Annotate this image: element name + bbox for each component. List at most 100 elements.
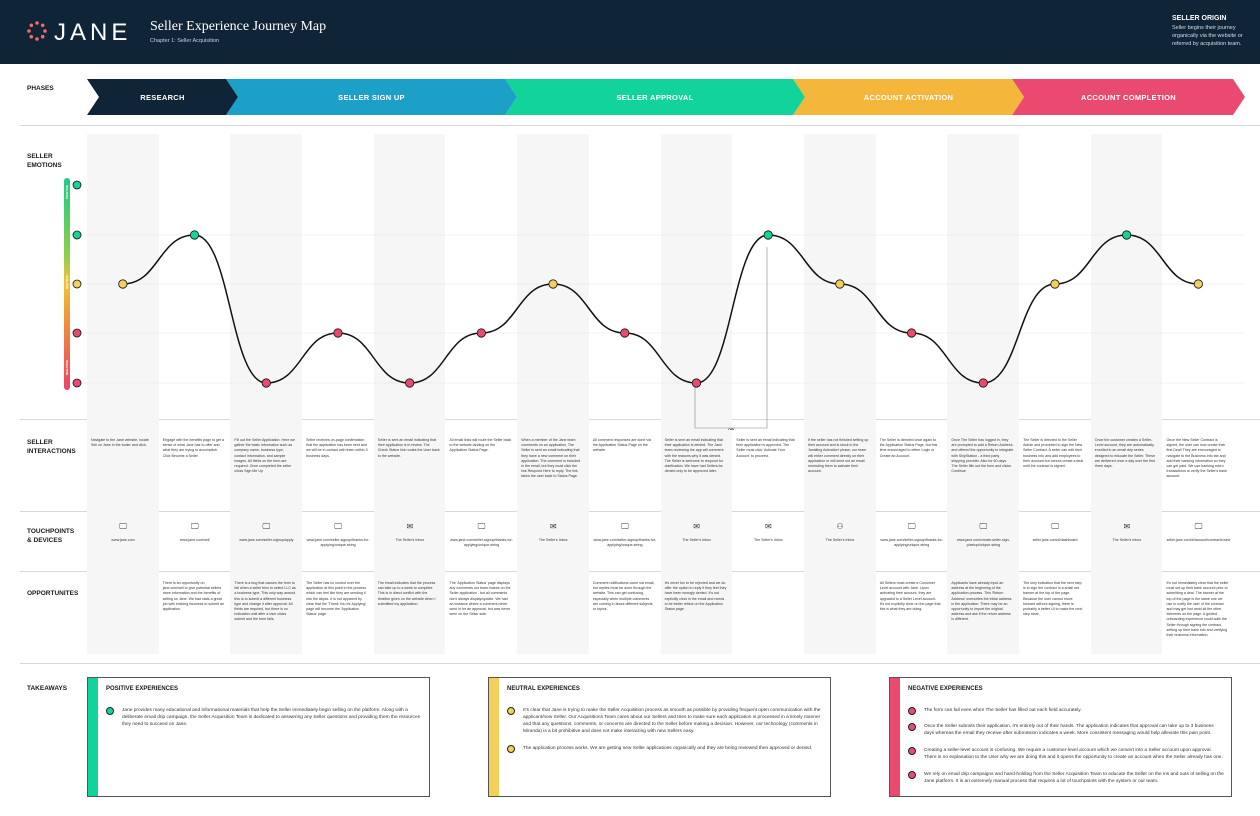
emotion-point [333,328,343,338]
touchpoint-url: www.jane.com/seller-signup/thanks-for-ap… [450,538,513,547]
page-title: Seller Experience Journey Map [150,19,327,34]
column-background [373,134,446,654]
emotion-point [1193,279,1203,289]
touchpoint-url: The Seller's Inbox [753,538,783,542]
scale-emotion-dot [72,180,82,190]
emotion-point [1050,279,1060,289]
neutral-icon [507,707,515,715]
emotion-point [620,328,630,338]
takeaway-text: The form can fail even when The Seller h… [924,708,1082,713]
touchpoint-url: www.jane.com/seller-signup/apply [239,538,294,542]
computer-icon: 🖵 [477,522,486,531]
touchpoint: ✉ The Seller's Inbox [664,522,730,543]
mail-icon: ✉ [1123,522,1131,531]
neutral-experiences-card: NEUTRAL EXPERIENCES It's clear that Jane… [488,677,831,797]
takeaway-text: The application process works. We are ge… [523,746,813,751]
interaction-cell: Navigate to the Jane website, locate Sel… [91,438,149,448]
touchpoint: 🖵 www.jane.com/seller-signup/thanks-for-a… [879,522,945,548]
scale-emotion-dot [72,378,82,388]
opportunity-cell: It's never fun to be rejected and we do … [664,581,727,612]
emotion-curve-chart: OR [70,180,1245,430]
phase-research: RESEARCH [87,79,238,115]
negative-experiences-card: NEGATIVE EXPERIENCES The form can fail e… [889,677,1232,797]
phase-label: ACCOUNT COMPLETION [1081,92,1176,102]
sad-icon [908,747,916,755]
touchpoint-url: The Seller's Inbox [682,538,711,542]
touchpoint: 🖵 seller.jane.com/#/dashboard [1022,522,1088,543]
computer-icon: 🖵 [1194,522,1203,531]
emotion-point [405,378,415,388]
touchpoint: 🖵 www.jane.com/seller-signup/thanks-for-a… [592,522,658,548]
takeaway-text: It's clear that Jane is trying to make t… [523,708,821,734]
takeaway-text: Jane provides many educational and infor… [122,708,421,727]
touchpoint-url: www.jane.com/seller-signup/thanks-for-ap… [880,538,944,547]
mail-icon: ✉ [764,522,772,531]
takeaway-text: We rely on email drip campaigns and hand… [924,772,1224,784]
computer-icon: 🖵 [119,522,127,531]
seller-origin-text: Seller begins their journey organically … [1172,25,1243,47]
phase-seller-sign-up: SELLER SIGN UP [226,79,517,115]
interaction-cell: Once The Seller has logged in, they are … [951,438,1014,474]
touchpoint: ✉ The Seller's Inbox [735,522,801,543]
computer-icon: 🖵 [979,522,988,531]
emotion-point [189,230,200,240]
or-connector-line [694,247,768,429]
interaction-cell: All comment responses are done via the A… [592,438,652,453]
negative-title: NEGATIVE EXPERIENCES [908,686,983,692]
computer-icon: 🖵 [262,522,271,531]
phase-label: SELLER SIGN UP [338,92,405,102]
takeaway-text: Creating a seller-level account is confu… [924,748,1223,760]
computer-icon: 🖵 [1051,522,1059,531]
opportunity-cell: There is an opportunity on jane.com/sell… [162,581,225,612]
touchpoint: 🖵 www.jane.com/sell [162,522,228,543]
interaction-cell: Seller is sent an email indicating that … [377,438,440,458]
header: JANE Seller Experience Journey Map Chapt… [0,0,1260,64]
opportunity-cell: All Sellers must create a Customer Level… [879,581,941,612]
touchpoint: 🖵 www.jane.com/seller-signup/thanks-for-a… [305,522,371,548]
interaction-cell: The Seller is directed to the Seller Adm… [1023,438,1084,469]
sad-icon [908,723,916,731]
person-icon: ⚇ [836,522,844,531]
emotion-point [763,230,773,240]
computer-icon: 🖵 [621,522,629,531]
column-background [804,134,876,654]
interaction-cell: If the seller has not finished setting u… [808,438,869,474]
or-connector: OR [694,247,768,430]
touchpoint-url: The Seller's Inbox [395,538,425,542]
touchpoint: ✉ The Seller's Inbox [377,522,443,543]
emotion-point [548,279,558,289]
neutral-icon [507,745,515,753]
seller-origin-title: SELLER ORIGIN [1172,15,1227,22]
row-label-emotions: SELLER EMOTIONS [27,153,62,169]
interaction-cell: Seller is sent an email indicating that … [664,438,724,474]
divider [20,571,1260,572]
neutral-title: NEUTRAL EXPERIENCES [507,686,580,692]
row-label-phases: PHASES [27,85,54,92]
divider [20,125,1260,126]
row-label-touchpoints: TOUCHPOINTS & DEVICES [27,528,75,544]
mail-icon: ✉ [549,522,557,531]
touchpoint-url: seller.jane.com/#/dashboard [1032,538,1078,542]
happy-icon [106,707,114,715]
row-label-opportunities: OPPORTUNITES [27,590,79,597]
touchpoint-url: www.jane.com/seller-signup/thanks-for-ap… [306,538,370,547]
emotion-point [691,378,702,388]
jane-logo-icon [27,21,47,41]
sad-icon [908,707,916,715]
emotion-point [835,279,845,289]
phase-label: ACCOUNT ACTIVATION [863,92,954,102]
touchpoint: 🖵 www.jane.com/seller-signup/thanks-for-a… [449,522,515,548]
opportunity-cell: It's not immediately clear that the sell… [1166,581,1229,638]
column-background [230,134,303,654]
touchpoint-url: www.jane.com/create-seller-sign-p/setup/… [956,538,1010,547]
touchpoint-url: seller.jane.com/#/account/contracts/new [1166,538,1231,542]
seller-origin: SELLER ORIGIN Seller begins their journe… [1172,15,1258,48]
opportunity-cell: There is a bug that causes the form to f… [234,581,296,622]
opportunity-cell: The Seller has no control over the appli… [306,581,367,617]
interaction-cell: When a member of the Jane team comments … [521,438,581,479]
touchpoint: ✉ The Seller's Inbox [1094,522,1160,543]
touchpoint-url: www.jane.com/sell [179,538,210,542]
logo-text: JANE [54,19,132,46]
divider [20,663,1260,664]
computer-icon: 🖵 [907,522,916,531]
